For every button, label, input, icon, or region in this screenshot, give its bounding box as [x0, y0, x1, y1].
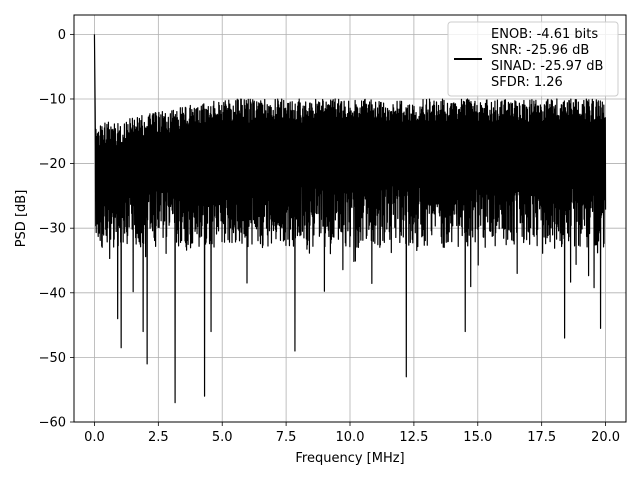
- y-tick-label: −60: [39, 416, 66, 431]
- y-tick-label: −10: [39, 92, 66, 107]
- psd-series-line: [93, 34, 607, 404]
- x-tick-label: 15.0: [463, 430, 492, 445]
- y-tick-label: −20: [39, 157, 66, 172]
- y-tick-label: −30: [39, 222, 66, 237]
- x-tick-label: 0.0: [84, 430, 105, 445]
- x-tick-label: 7.5: [276, 430, 297, 445]
- y-tick-label: −40: [39, 286, 66, 301]
- legend-box: [447, 21, 619, 97]
- y-axis-label: PSD [dB]: [14, 190, 29, 248]
- x-tick-label: 17.5: [527, 430, 556, 445]
- series-layer: [93, 34, 607, 404]
- x-tick-label: 10.0: [336, 430, 365, 445]
- axis-ticks: 0.0 2.5 5.0 7.5 10.0 12.5 15.0 17.5 20.0 0 −10 −20 −…: [39, 28, 620, 445]
- legend-label: ENOB: -4.61 bits SNR: -25.96 dB SINAD: -25…: [491, 27, 603, 90]
- x-tick-label: 5.0: [212, 430, 233, 445]
- legend: ENOB: -4.61 bits SNR: -25.96 dB SINAD: -25…: [447, 21, 619, 97]
- x-tick-label: 2.5: [148, 430, 169, 445]
- x-tick-label: 12.5: [399, 430, 428, 445]
- y-tick-label: −50: [39, 351, 66, 366]
- x-axis-label: Frequency [MHz]: [295, 451, 404, 466]
- x-tick-label: 20.0: [591, 430, 620, 445]
- y-tick-label: 0: [58, 28, 66, 43]
